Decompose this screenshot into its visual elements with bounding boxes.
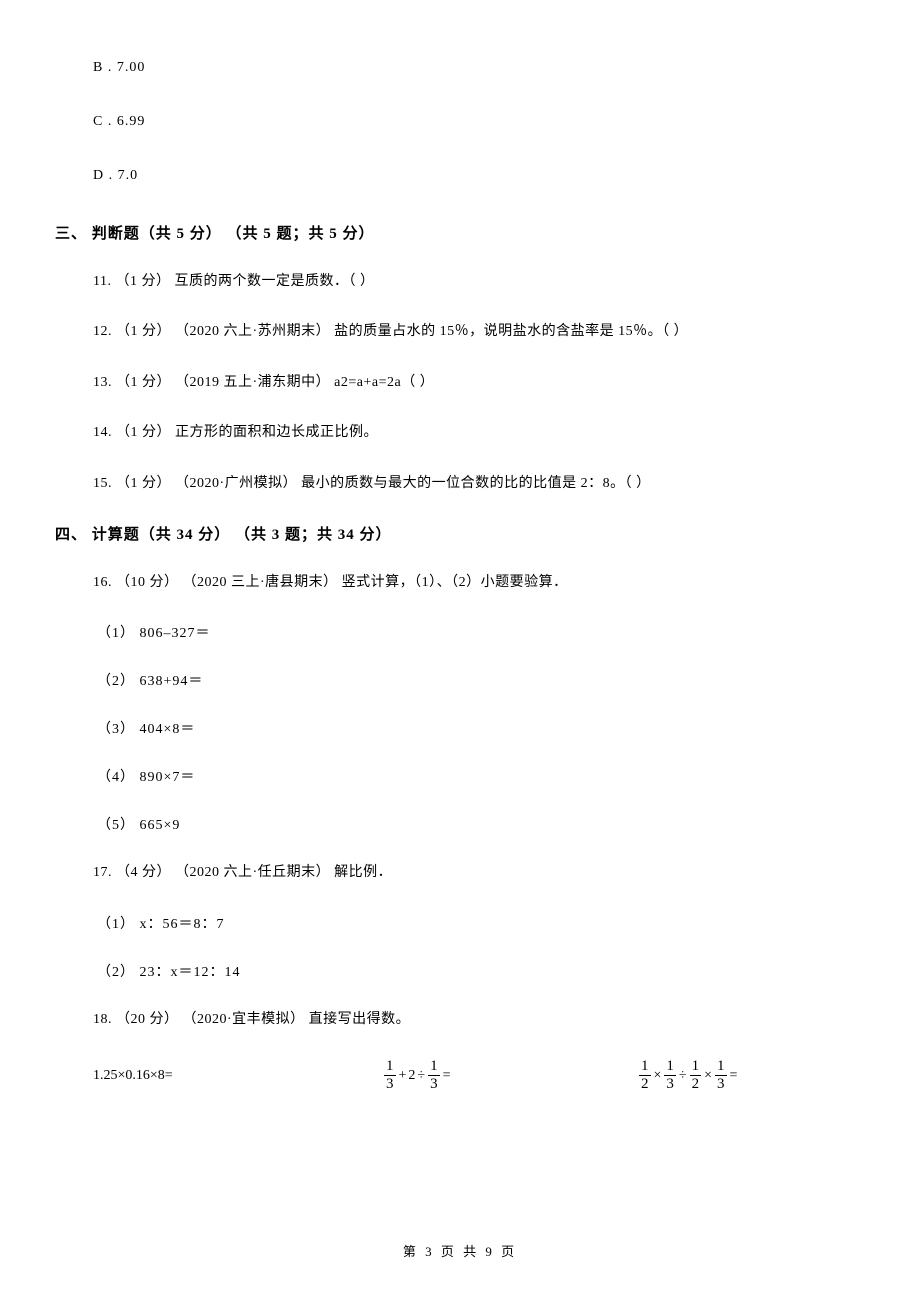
calc-expr-1: 1.25×0.16×8= (93, 1068, 383, 1084)
times-sign: × (704, 1068, 712, 1084)
question-15: 15. （1 分） （2020·广州模拟） 最小的质数与最大的一位合数的比的比值… (93, 473, 865, 495)
question-16-3: （3） 404×8＝ (97, 718, 865, 738)
answer-option-d: D . 7.0 (93, 168, 865, 184)
question-16-5: （5） 665×9 (97, 814, 865, 834)
section-3-heading: 三、 判断题（共 5 分） （共 5 题；共 5 分） (55, 222, 865, 243)
question-16-4: （4） 890×7＝ (97, 766, 865, 786)
question-13: 13. （1 分） （2019 五上·浦东期中） a2=a+a=2a（ ） (93, 372, 865, 394)
fraction-1-2: 1 2 (690, 1059, 702, 1092)
question-16-2: （2） 638+94＝ (97, 670, 865, 690)
page-footer: 第 3 页 共 9 页 (0, 1241, 920, 1260)
question-12: 12. （1 分） （2020 六上·苏州期末） 盐的质量占水的 15％，说明盐… (93, 321, 865, 343)
question-17: 17. （4 分） （2020 六上·任丘期末） 解比例． (93, 862, 865, 884)
calc-expr-3: 1 2 × 1 3 ÷ 1 2 × 1 3 = (638, 1059, 865, 1092)
equals-sign: = (730, 1068, 738, 1084)
fraction-1-3: 1 3 (715, 1059, 727, 1092)
calc-expr-2: 1 3 + 2 ÷ 1 3 = (383, 1059, 638, 1092)
plus-sign: + (399, 1068, 407, 1084)
fraction-1-3: 1 3 (664, 1059, 676, 1092)
calculation-row: 1.25×0.16×8= 1 3 + 2 ÷ 1 3 = 1 2 (93, 1059, 865, 1092)
number-2: 2 (408, 1068, 415, 1084)
answer-option-b: B . 7.00 (93, 60, 865, 76)
answer-option-c: C . 6.99 (93, 114, 865, 130)
fraction-1-3: 1 3 (384, 1059, 396, 1092)
section-4-heading: 四、 计算题（共 34 分） （共 3 题；共 34 分） (55, 523, 865, 544)
question-16: 16. （10 分） （2020 三上·唐县期末） 竖式计算，（1）、（2）小题… (93, 572, 865, 594)
question-14: 14. （1 分） 正方形的面积和边长成正比例。 (93, 422, 865, 444)
question-16-1: （1） 806–327＝ (97, 622, 865, 642)
fraction-1-3: 1 3 (428, 1059, 440, 1092)
fraction-1-2: 1 2 (639, 1059, 651, 1092)
div-sign: ÷ (417, 1068, 425, 1084)
equals-sign: = (443, 1068, 451, 1084)
question-17-2: （2） 23：x＝12：14 (97, 961, 865, 981)
times-sign: × (654, 1068, 662, 1084)
div-sign: ÷ (679, 1068, 687, 1084)
question-18: 18. （20 分） （2020·宜丰模拟） 直接写出得数。 (93, 1009, 865, 1031)
question-17-1: （1） x：56＝8：7 (97, 913, 865, 933)
question-11: 11. （1 分） 互质的两个数一定是质数．（ ） (93, 271, 865, 293)
